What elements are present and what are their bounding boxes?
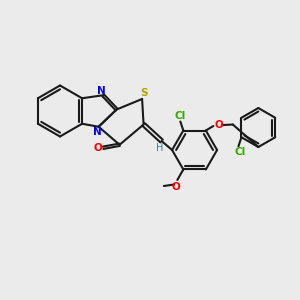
Text: O: O xyxy=(172,182,180,192)
Text: S: S xyxy=(140,88,147,98)
Text: N: N xyxy=(93,127,101,137)
Text: H: H xyxy=(156,142,164,153)
Text: N: N xyxy=(97,86,106,96)
Text: O: O xyxy=(214,119,223,130)
Text: O: O xyxy=(93,143,102,153)
Text: Cl: Cl xyxy=(175,110,186,121)
Text: Cl: Cl xyxy=(234,147,246,157)
